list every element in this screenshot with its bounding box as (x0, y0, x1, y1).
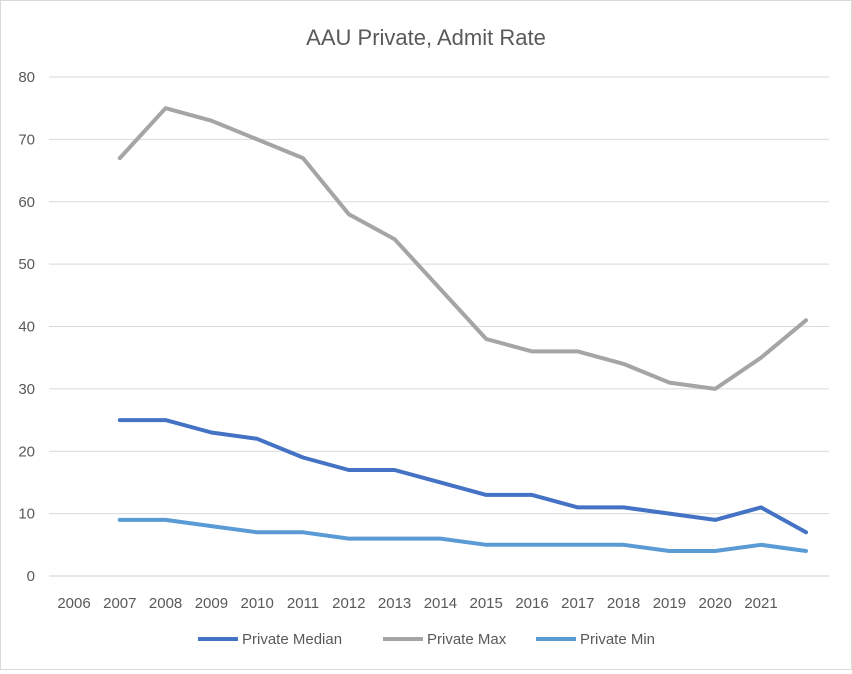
x-tick-label: 2010 (241, 595, 274, 612)
x-tick-label: 2007 (103, 595, 136, 612)
y-tick-label: 60 (18, 194, 35, 211)
x-tick-label: 2018 (607, 595, 640, 612)
legend-label-private-median: Private Median (242, 631, 342, 648)
x-tick-label: 2011 (287, 595, 319, 612)
y-tick-label: 20 (18, 443, 35, 460)
series-line-private-min (117, 517, 808, 553)
x-tick-label: 2019 (653, 595, 686, 612)
x-tick-label: 2016 (515, 595, 548, 612)
x-tick-label: 2006 (57, 595, 90, 612)
x-tick-label: 2009 (195, 595, 228, 612)
y-tick-label: 0 (27, 568, 35, 585)
series-lines (117, 106, 808, 553)
series-line-private-median (117, 418, 808, 535)
y-tick-label: 80 (18, 69, 35, 86)
y-tick-label: 40 (18, 319, 35, 336)
legend-label-private-min: Private Min (580, 631, 655, 648)
y-tick-label: 50 (18, 256, 35, 273)
series-line-private-max (117, 106, 808, 391)
x-axis-tick-labels: 2006 2007 2008 2009 2010 2011 2012 2013 2014 2015… (57, 595, 777, 612)
x-tick-label: 2012 (332, 595, 365, 612)
legend-label-private-max: Private Max (427, 631, 507, 648)
x-tick-label: 2014 (424, 595, 457, 612)
y-tick-label: 70 (18, 131, 35, 148)
y-axis-tick-labels: 0 10 20 30 40 50 60 70 80 (18, 69, 35, 585)
gridlines (49, 76, 829, 577)
x-tick-label: 2021 (744, 595, 777, 612)
legend: Private Median Private Max Private Min (198, 631, 655, 648)
x-tick-label: 2017 (561, 595, 594, 612)
x-tick-label: 2008 (149, 595, 182, 612)
y-tick-label: 10 (18, 506, 35, 523)
x-tick-label: 2020 (699, 595, 732, 612)
chart-title: AAU Private, Admit Rate (306, 25, 546, 50)
y-tick-label: 30 (18, 381, 35, 398)
x-tick-label: 2013 (378, 595, 411, 612)
x-tick-label: 2015 (470, 595, 503, 612)
